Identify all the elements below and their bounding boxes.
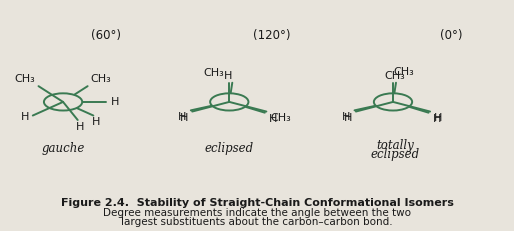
- Text: H: H: [21, 112, 29, 122]
- Text: largest substituents about the carbon–carbon bond.: largest substituents about the carbon–ca…: [121, 217, 393, 227]
- Text: eclipsed: eclipsed: [205, 142, 254, 155]
- Text: H: H: [76, 122, 84, 132]
- Text: H: H: [180, 113, 188, 123]
- Text: H: H: [111, 97, 119, 107]
- Text: CH₃: CH₃: [270, 113, 291, 123]
- Text: eclipsed: eclipsed: [371, 148, 420, 161]
- Text: gauche: gauche: [42, 142, 85, 155]
- Text: Figure 2.4.  Stability of Straight-Chain Conformational Isomers: Figure 2.4. Stability of Straight-Chain …: [61, 198, 453, 208]
- Text: CH₃: CH₃: [204, 68, 225, 78]
- Text: H: H: [343, 113, 352, 123]
- Text: (0°): (0°): [439, 29, 462, 42]
- Text: totally: totally: [377, 139, 414, 152]
- Text: CH₃: CH₃: [384, 71, 406, 81]
- Text: H: H: [93, 117, 101, 127]
- Text: CH₃: CH₃: [14, 74, 35, 84]
- Text: H: H: [432, 114, 441, 124]
- Text: H: H: [224, 71, 232, 81]
- Text: CH₃: CH₃: [393, 67, 414, 77]
- Text: H: H: [269, 114, 277, 124]
- Text: CH₃: CH₃: [91, 74, 112, 84]
- Text: H: H: [178, 112, 186, 122]
- Text: (60°): (60°): [91, 29, 121, 42]
- Text: Degree measurements indicate the angle between the two: Degree measurements indicate the angle b…: [103, 208, 411, 218]
- Text: H: H: [341, 112, 350, 122]
- Text: H: H: [434, 113, 443, 123]
- Text: (120°): (120°): [253, 29, 291, 42]
